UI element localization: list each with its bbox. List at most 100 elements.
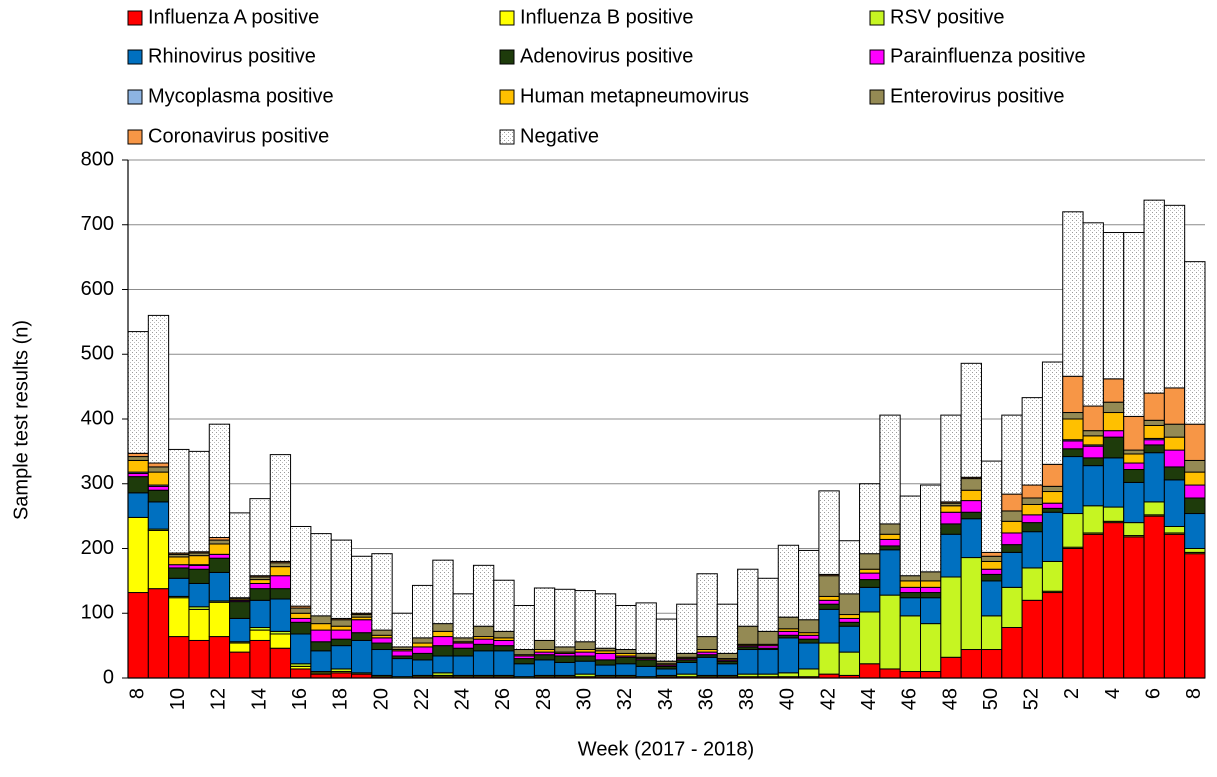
x-tick-label: 2: [1061, 688, 1083, 699]
bar-segment: [229, 617, 251, 643]
bar-segment: [1001, 551, 1023, 588]
bar-segment: [1001, 586, 1023, 628]
bar-segment: [920, 571, 942, 582]
bar-segment: [310, 533, 332, 617]
bar-segment: [859, 586, 881, 613]
bar-segment: [229, 512, 251, 599]
x-tick-label: 32: [614, 688, 636, 710]
bar-segment: [1163, 525, 1186, 534]
bar-segment: [676, 603, 698, 654]
bar-segment: [493, 639, 515, 647]
bar-segment: [290, 621, 312, 635]
y-tick-label: 600: [81, 278, 114, 300]
bar-segment: [798, 668, 820, 678]
bar-segment: [635, 652, 657, 658]
bar-segment: [574, 590, 596, 643]
bar-segment: [188, 568, 210, 584]
bar-segment: [290, 668, 312, 679]
bar-segment: [1163, 387, 1186, 425]
bar-segment: [371, 629, 393, 636]
bar-segment: [940, 533, 962, 578]
legend-label: Mycoplasma positive: [148, 85, 334, 107]
legend-label: Rhinovirus positive: [148, 45, 316, 67]
bar-segment: [330, 629, 353, 640]
legend-swatch: [869, 89, 885, 105]
bar-segment: [594, 664, 617, 676]
bar-segment: [757, 649, 779, 675]
bar-segment: [798, 642, 820, 670]
bar-segment: [1143, 501, 1165, 516]
bar-segment: [1163, 436, 1186, 451]
bar-segment: [1143, 419, 1165, 426]
bar-segment: [1082, 430, 1104, 437]
bar-segment: [1123, 481, 1145, 524]
bar-segment: [554, 661, 576, 676]
bar-segment: [940, 656, 962, 679]
bar-segment: [1163, 449, 1186, 468]
x-tick-label: 8: [1183, 688, 1205, 699]
bar-segment: [980, 649, 1003, 679]
bar-segment: [1021, 514, 1043, 524]
bar-segment: [777, 616, 800, 630]
bar-segment: [859, 568, 881, 574]
bar-segment: [554, 646, 576, 653]
bar-segment: [1082, 435, 1104, 446]
bar-segment: [1062, 418, 1084, 441]
legend-label: Coronavirus positive: [148, 125, 329, 147]
bar-segment: [777, 637, 800, 674]
legend-label: Parainfluenza positive: [890, 45, 1086, 67]
bar-segment: [1184, 261, 1206, 425]
bar-segment: [188, 608, 210, 641]
y-tick-label: 400: [81, 407, 114, 429]
bar-segment: [980, 555, 1003, 562]
bar-segment: [879, 533, 901, 540]
bar-segment: [269, 588, 292, 600]
bar-segment: [1184, 513, 1206, 549]
bar-segment: [269, 562, 292, 568]
bar-segment: [127, 516, 149, 594]
bar-segment: [249, 599, 271, 628]
bar-segment: [574, 651, 596, 657]
bar-segment: [838, 621, 861, 627]
bar-segment: [371, 642, 393, 651]
bar-segment: [513, 663, 535, 678]
bar-segment: [472, 643, 495, 652]
bar-segment: [940, 414, 962, 503]
legend-swatch: [499, 89, 515, 105]
bar-segment: [1163, 466, 1186, 481]
bar-segment: [127, 459, 149, 473]
bar-segment: [1062, 375, 1084, 414]
bar-segment: [310, 650, 332, 673]
y-tick-label: 800: [81, 148, 114, 170]
bar-segment: [777, 672, 800, 678]
y-tick-label: 300: [81, 472, 114, 494]
bar-segment: [838, 593, 861, 616]
bar-segment: [249, 629, 271, 641]
bar-segment: [1041, 463, 1064, 487]
bar-segment: [1102, 401, 1125, 414]
bar-segment: [635, 665, 657, 678]
legend-swatch: [127, 49, 143, 65]
bar-segment: [838, 617, 861, 623]
x-tick-label: 16: [289, 688, 311, 710]
bar-segment: [533, 659, 556, 676]
bar-segment: [594, 593, 617, 649]
bar-segment: [818, 642, 840, 675]
bar-segment: [818, 595, 840, 601]
x-tick-label: 12: [208, 688, 230, 710]
bar-segment: [696, 656, 718, 676]
bar-segment: [1021, 531, 1043, 569]
bar-segment: [472, 564, 495, 627]
bar-segment: [940, 511, 962, 525]
bar-segment: [371, 637, 393, 644]
bar-segment: [147, 489, 170, 503]
bar-segment: [1041, 491, 1064, 504]
bar-segment: [655, 618, 678, 662]
bar-segment: [859, 611, 881, 665]
bar-segment: [1163, 479, 1186, 527]
x-tick-label: 50: [980, 688, 1002, 710]
bar-segment: [818, 603, 840, 610]
bar-segment: [1102, 412, 1125, 432]
bar-segment: [838, 540, 861, 595]
bar-segment: [798, 634, 820, 640]
